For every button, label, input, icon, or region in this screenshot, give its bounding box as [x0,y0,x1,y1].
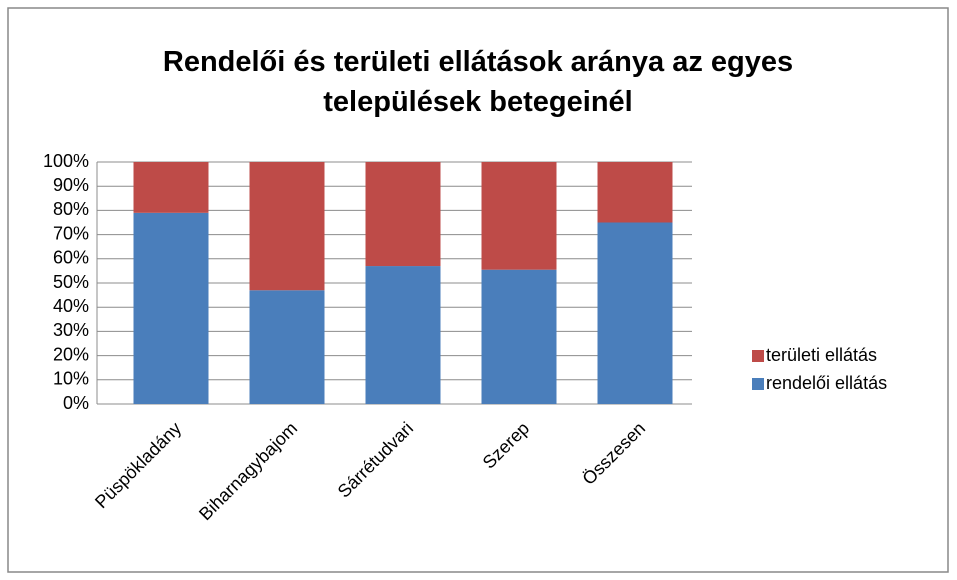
bar-segment [481,269,557,404]
legend-label: rendelői ellátás [766,373,887,393]
y-tick-label: 80% [53,199,89,219]
y-tick-label: 20% [53,344,89,364]
legend-label: területi ellátás [766,345,877,365]
chart-title: Rendelői és területi ellátások aránya az… [162,46,794,118]
bar-segment [365,266,441,404]
bar-segment [597,162,673,223]
legend-swatch [752,378,764,390]
y-tick-label: 30% [53,320,89,340]
y-tick-label: 60% [53,248,89,268]
bar-segment [597,222,673,404]
y-tick-label: 50% [53,272,89,292]
bar-segment [249,162,325,291]
y-tick-label: 40% [53,296,89,316]
bar-segment [133,162,209,213]
bar-segment [365,162,441,267]
legend-swatch [752,350,764,362]
y-tick-label: 90% [53,175,89,195]
y-tick-label: 100% [43,151,89,171]
bar-segment [249,290,325,404]
bar-segment [133,212,209,404]
y-tick-label: 70% [53,223,89,243]
y-tick-label: 0% [63,393,89,413]
bar-segment [481,162,557,270]
y-tick-label: 10% [53,369,89,389]
